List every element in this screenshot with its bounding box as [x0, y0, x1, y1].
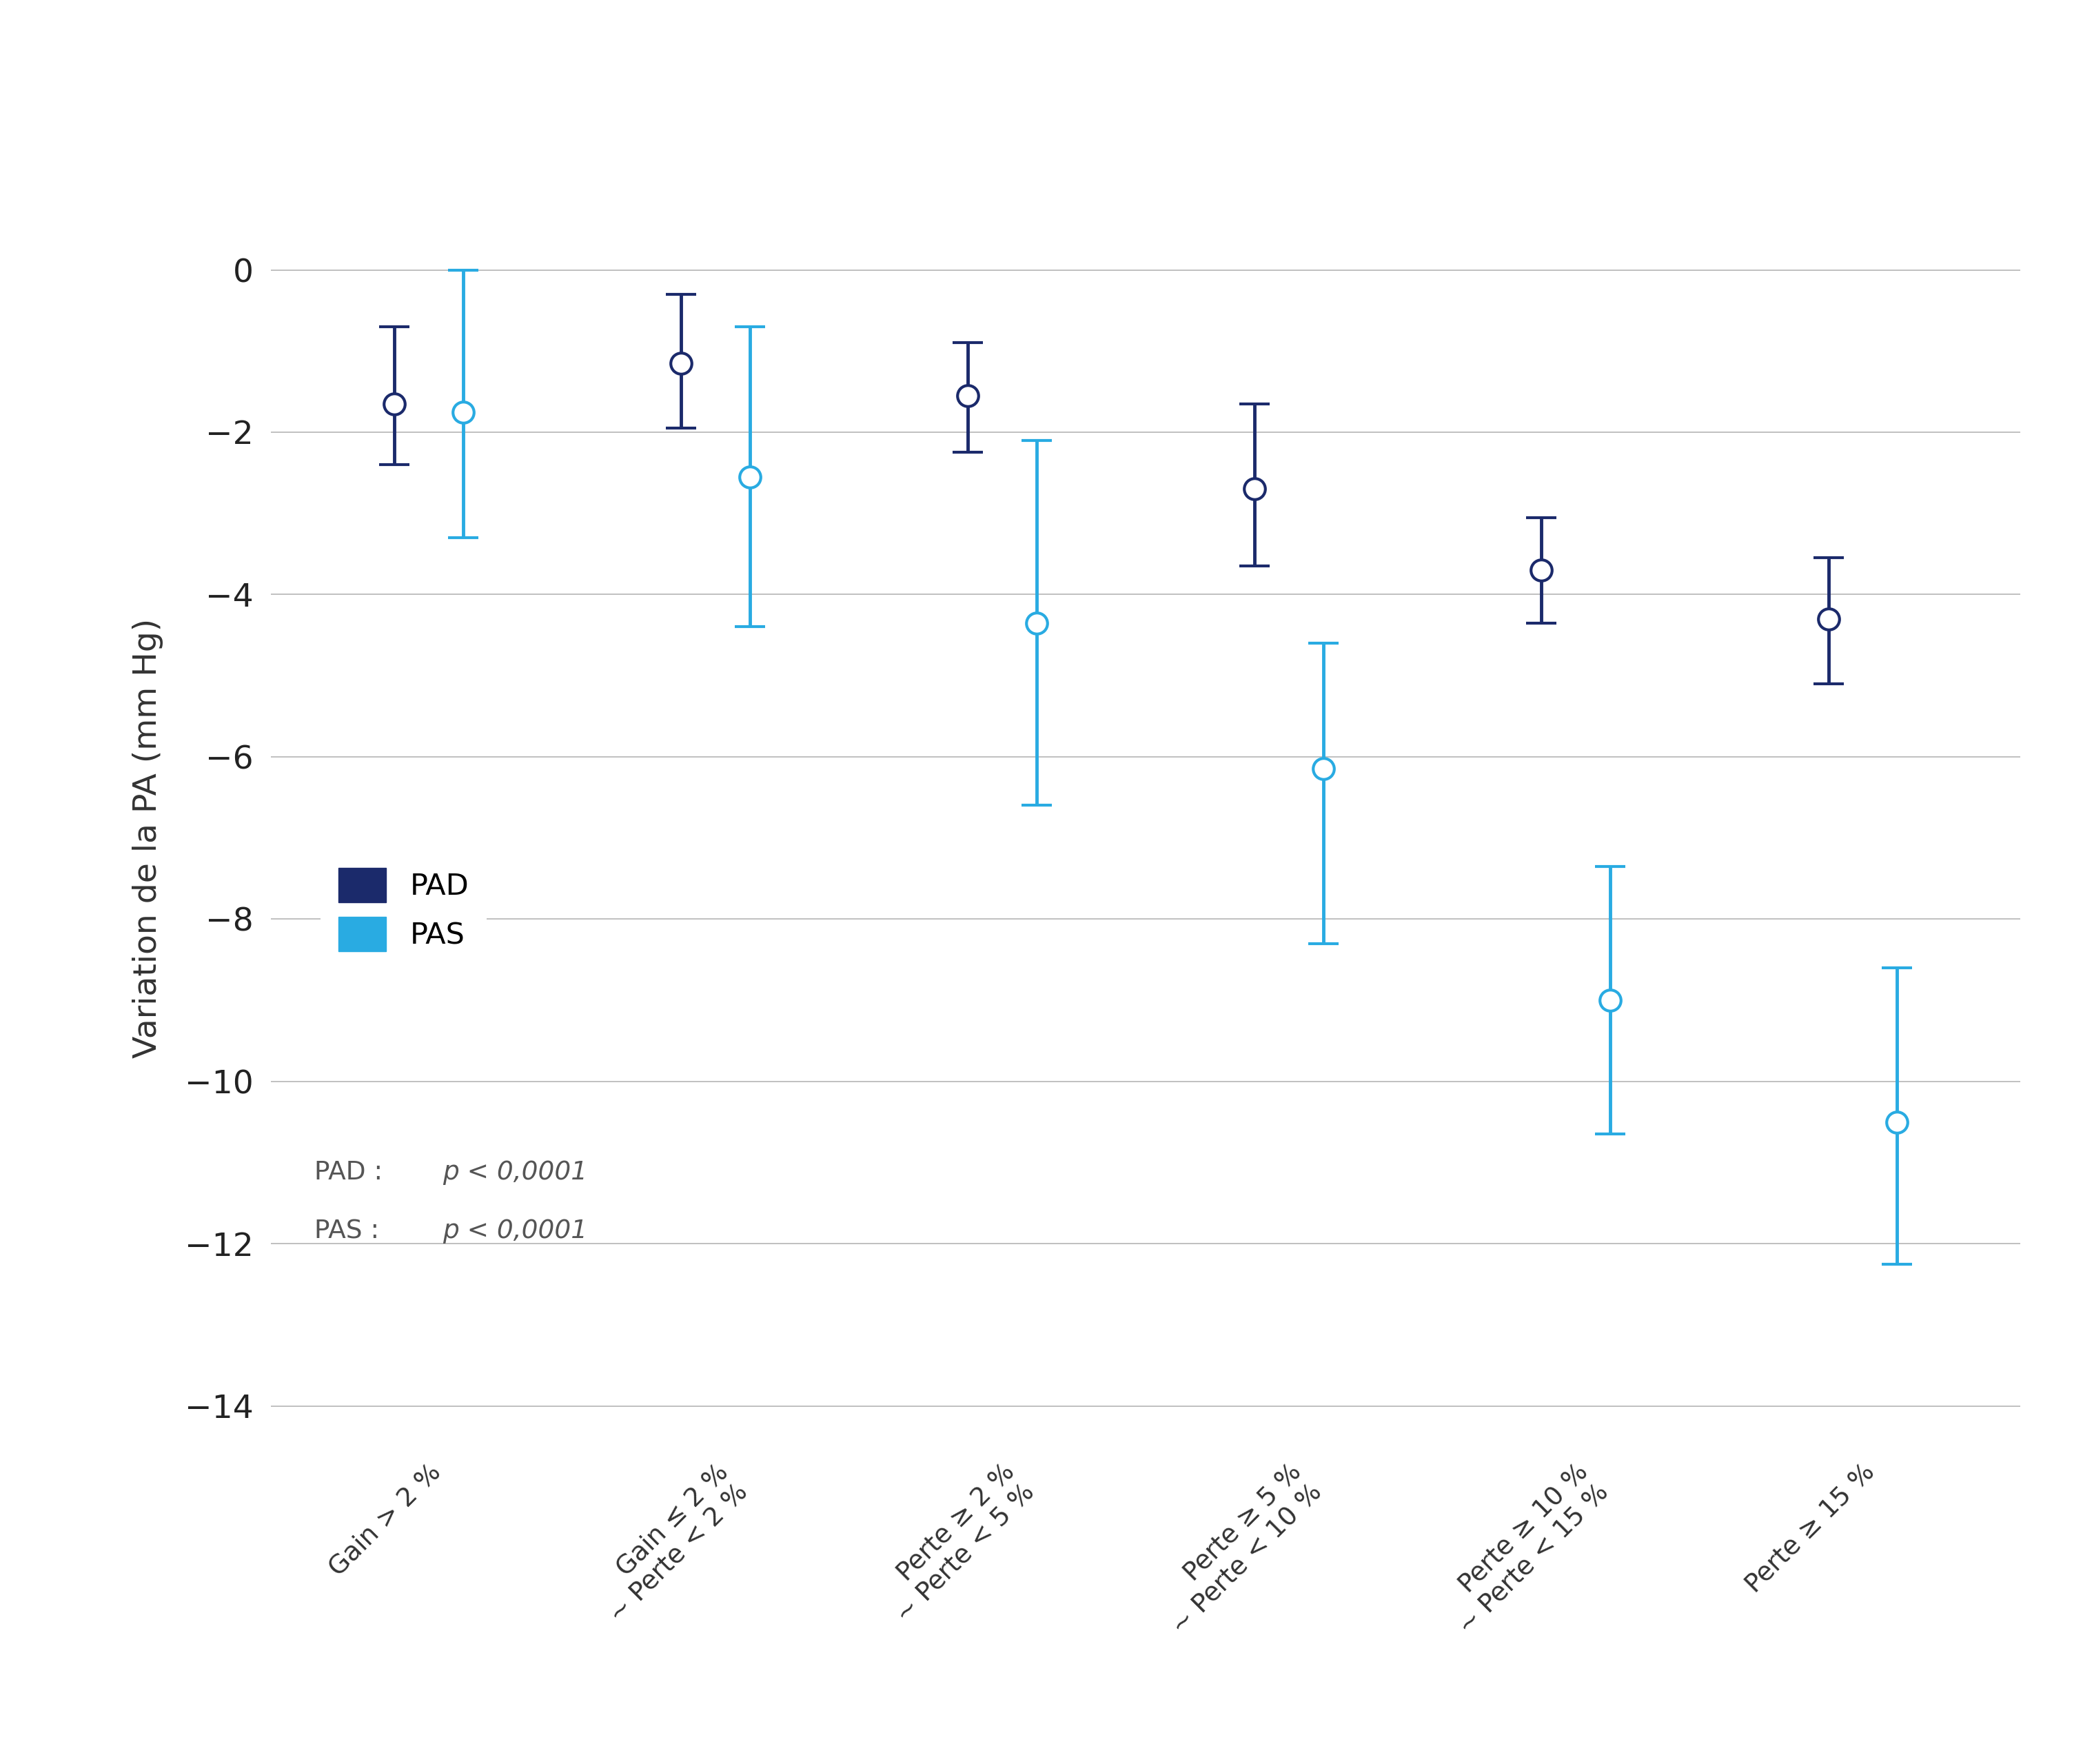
Text: PAS :: PAS :: [315, 1219, 387, 1244]
Text: Variation de la PA par catégorie de perte de poids$^{35}$: Variation de la PA par catégorie de pert…: [258, 56, 1825, 120]
Text: p < 0,0001: p < 0,0001: [442, 1161, 587, 1185]
Legend: PAD, PAS: PAD, PAS: [321, 850, 487, 968]
Text: PAD :: PAD :: [315, 1161, 392, 1185]
Text: p < 0,0001: p < 0,0001: [442, 1219, 587, 1244]
Y-axis label: Variation de la PA (mm Hg): Variation de la PA (mm Hg): [133, 617, 165, 1058]
